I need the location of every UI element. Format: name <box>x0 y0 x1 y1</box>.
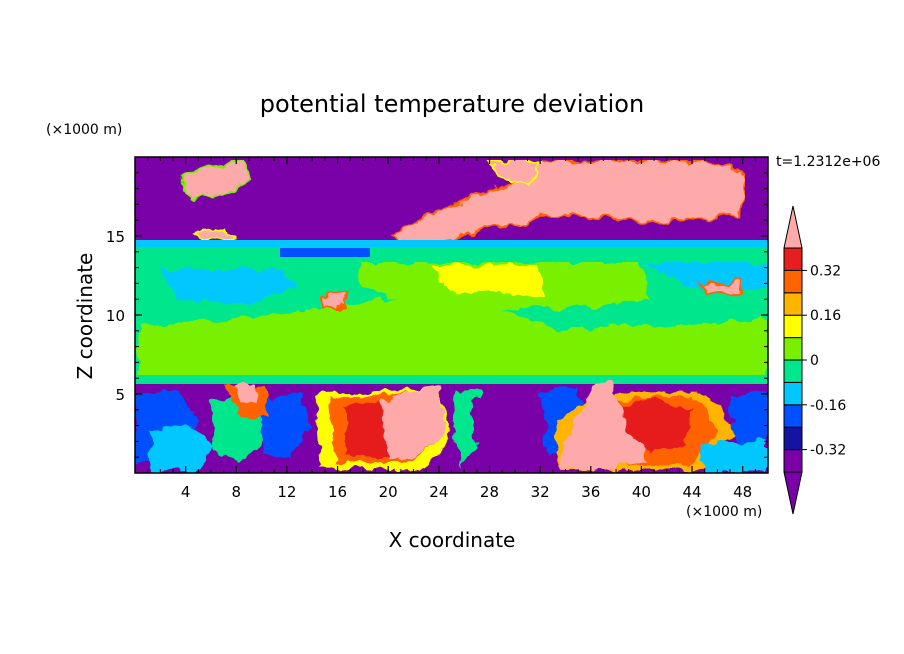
colorbar-top-triangle <box>783 205 803 249</box>
colorbar-label: -0.32 <box>810 443 846 459</box>
heatmap-field <box>135 157 768 473</box>
x-tick-label: 40 <box>632 483 651 501</box>
field-band-0 <box>135 240 768 248</box>
colorbar-bottom-triangle <box>783 471 803 515</box>
colorbar-box <box>783 337 803 361</box>
x-axis: 4 8 12 16 20 24 28 32 36 40 44 48 <box>147 157 756 501</box>
y-axis: 5 10 15 <box>106 172 768 458</box>
colorbar-box <box>783 314 803 339</box>
x-tick-label: 44 <box>682 483 701 501</box>
colorbar-label: 0.16 <box>810 308 841 324</box>
colorbar-label: 0 <box>810 353 819 369</box>
x-tick-label: 12 <box>277 483 296 501</box>
field-band-2 <box>280 248 370 257</box>
y-unit-label: (×1000 m) <box>46 122 122 138</box>
colorbar-box <box>783 292 803 316</box>
colorbar-box <box>783 426 803 451</box>
x-tick-label: 4 <box>181 483 191 501</box>
x-unit-label: (×1000 m) <box>686 504 762 520</box>
colorbar-box <box>783 449 803 473</box>
x-tick-label: 16 <box>328 483 347 501</box>
x-tick-label: 24 <box>429 483 448 501</box>
colorbar-box <box>783 247 803 271</box>
time-label: t=1.2312e+06 <box>776 154 880 170</box>
x-tick-label: 36 <box>581 483 600 501</box>
y-tick-label: 15 <box>106 228 125 246</box>
x-tick-label: 8 <box>232 483 242 501</box>
colorbar-box <box>783 269 803 294</box>
x-axis-label: X coordinate <box>389 528 516 552</box>
chart-title: potential temperature deviation <box>260 90 644 118</box>
colorbar-box <box>783 381 803 406</box>
x-tick-label: 32 <box>531 483 550 501</box>
colorbar-label: -0.16 <box>810 398 846 414</box>
colorbar-box <box>783 404 803 428</box>
x-tick-label: 28 <box>480 483 499 501</box>
field-upper-anomalies <box>178 158 747 252</box>
field-lower-anomalies <box>135 380 768 473</box>
colorbar-label: 0.32 <box>810 263 841 279</box>
field-middle-anomalies <box>135 262 768 382</box>
colorbar: 0.32 0.16 0 -0.16 -0.32 <box>783 205 846 515</box>
y-tick-label: 10 <box>106 307 125 325</box>
field-band-1 <box>135 247 768 259</box>
colorbar-box <box>783 359 803 383</box>
field-band-3 <box>135 375 768 385</box>
x-tick-label: 48 <box>733 483 752 501</box>
x-tick-label: 20 <box>379 483 398 501</box>
y-tick-label: 5 <box>115 386 125 404</box>
y-axis-label: Z coordinate <box>73 253 97 380</box>
